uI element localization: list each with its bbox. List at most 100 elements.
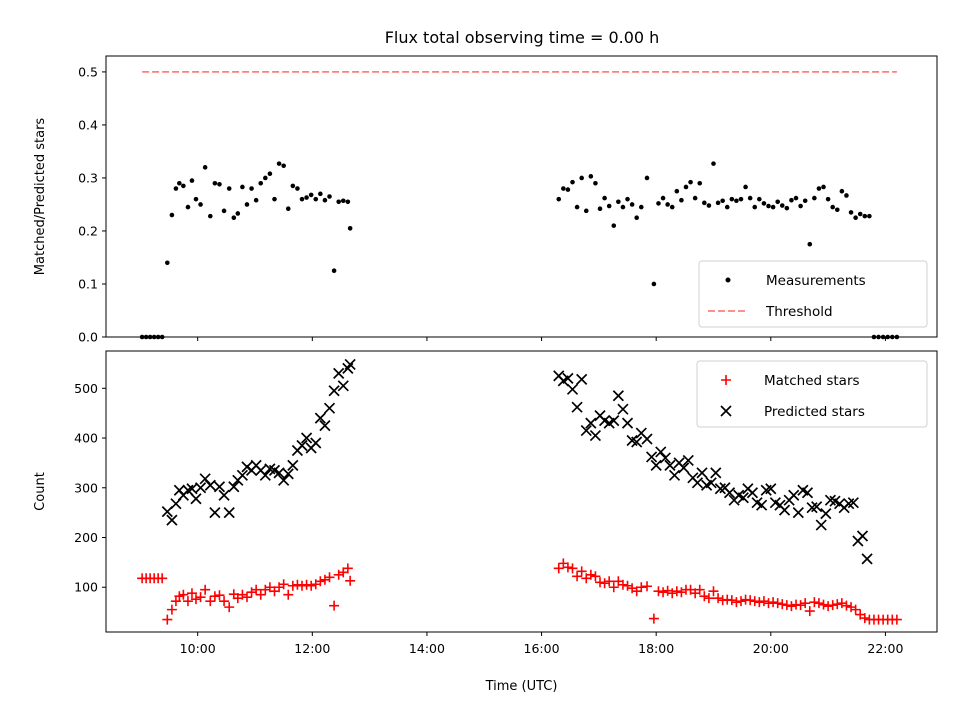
predicted-star-point [820, 508, 832, 520]
measurement-point [574, 204, 580, 210]
measurement-point [221, 208, 227, 214]
predicted-star-point [236, 469, 249, 481]
predicted-star-point [194, 482, 207, 494]
matched-star-point [694, 584, 705, 595]
matched-star-point [237, 589, 248, 600]
matched-star-point [329, 600, 340, 611]
measurement-point [807, 241, 813, 247]
matched-star-point [745, 595, 756, 606]
measurement-point [660, 195, 666, 201]
matched-star-point [166, 604, 177, 615]
measurement-point [249, 186, 254, 191]
y-tick-label: 0.5 [78, 64, 98, 79]
measurement-point [593, 180, 598, 186]
x-axis-label: Time (UTC) [485, 679, 558, 694]
matched-star-point [662, 585, 673, 596]
measurement-point [629, 202, 635, 207]
measurement-point [202, 165, 208, 170]
measurement-point [226, 186, 232, 191]
matched-star-point [667, 588, 678, 599]
measurement-point [198, 202, 203, 207]
count-marks [137, 358, 902, 625]
matched-star-point [345, 575, 356, 586]
matched-star-point [800, 598, 811, 609]
matched-star-point [809, 597, 820, 608]
predicted-star-point [562, 372, 574, 384]
predicted-star-point [585, 417, 597, 429]
measurement-point [276, 161, 282, 166]
predicted-star-point [228, 481, 240, 493]
matched-star-point [590, 571, 601, 582]
measurement-point [208, 213, 213, 219]
measurement-point [331, 268, 337, 274]
measurement-point [281, 163, 286, 169]
measurement-point [611, 223, 617, 228]
matched-star-point [636, 582, 647, 593]
measurement-point [715, 200, 721, 206]
measurement-point [347, 226, 353, 231]
measurement-point [561, 186, 566, 191]
predicted-star-point [278, 474, 290, 486]
predicted-star-point [213, 481, 226, 493]
measurement-point [616, 199, 621, 205]
predicted-star-point [655, 446, 667, 458]
matched-star-point [585, 569, 596, 580]
matched-star-point [599, 578, 610, 589]
matched-star-point [813, 598, 824, 609]
measurement-point [231, 215, 237, 221]
matched-star-point [224, 602, 235, 613]
matched-star-point [836, 598, 847, 609]
matched-star-point [209, 591, 220, 602]
measurement-point [638, 204, 644, 210]
predicted-star-point [811, 501, 823, 513]
x-tick-label: 14:00 [409, 641, 445, 656]
predicted-star-point [659, 452, 671, 464]
predicted-star-point [792, 507, 804, 519]
matched-star-point [648, 613, 659, 624]
measurement-point [853, 215, 858, 221]
measurement-point [181, 183, 186, 189]
measurement-point [565, 187, 571, 192]
count-panel: 100 200 300 400 500 10:00 12:00 14:00 16:00 18:0… [33, 350, 938, 694]
predicted-star-point [314, 412, 326, 424]
predicted-star-point [282, 468, 294, 480]
matched-star-point [754, 597, 765, 608]
matched-star-point [676, 587, 687, 598]
x-tick-label: 16:00 [524, 641, 560, 656]
predicted-star-point [856, 530, 869, 542]
measurement-point [816, 186, 822, 191]
measurement-point [669, 204, 675, 210]
legend-label: Predicted stars [764, 404, 865, 420]
ratio-y-axis-label: Matched/Predicted stars [33, 118, 48, 276]
measurement-point [706, 203, 712, 208]
measurement-point [793, 195, 799, 201]
matched-star-point [642, 581, 653, 592]
matched-star-point [292, 579, 303, 590]
y-tick-label: 0.1 [78, 276, 98, 291]
legend-box [696, 360, 928, 428]
predicted-star-point [650, 459, 662, 471]
matched-star-point [804, 606, 815, 617]
predicted-star-point [664, 459, 676, 471]
predicted-star-point [576, 373, 588, 385]
x-tick-label: 20:00 [753, 641, 789, 656]
legend-marker [721, 375, 731, 385]
matched-star-point [850, 604, 861, 615]
measurement-point [625, 196, 630, 202]
predicted-star-point [631, 436, 643, 448]
measurement-point [634, 215, 639, 221]
measurement-point [724, 204, 730, 210]
measurement-point [761, 201, 767, 206]
predicted-star-point [218, 489, 230, 501]
predicted-star-point [705, 477, 717, 489]
ratio-y-ticks: 0.0 0.1 0.2 0.3 0.4 0.5 [78, 64, 106, 345]
count-y-ticks: 100 200 300 400 500 [74, 381, 106, 595]
measurement-point [867, 213, 872, 219]
measurement-point [821, 184, 826, 190]
matched-star-point [324, 572, 335, 583]
measurement-point [177, 180, 182, 186]
y-tick-label: 0.2 [78, 223, 98, 238]
predicted-star-point [621, 417, 634, 429]
matched-star-point [567, 563, 578, 574]
measurement-point [802, 198, 808, 204]
